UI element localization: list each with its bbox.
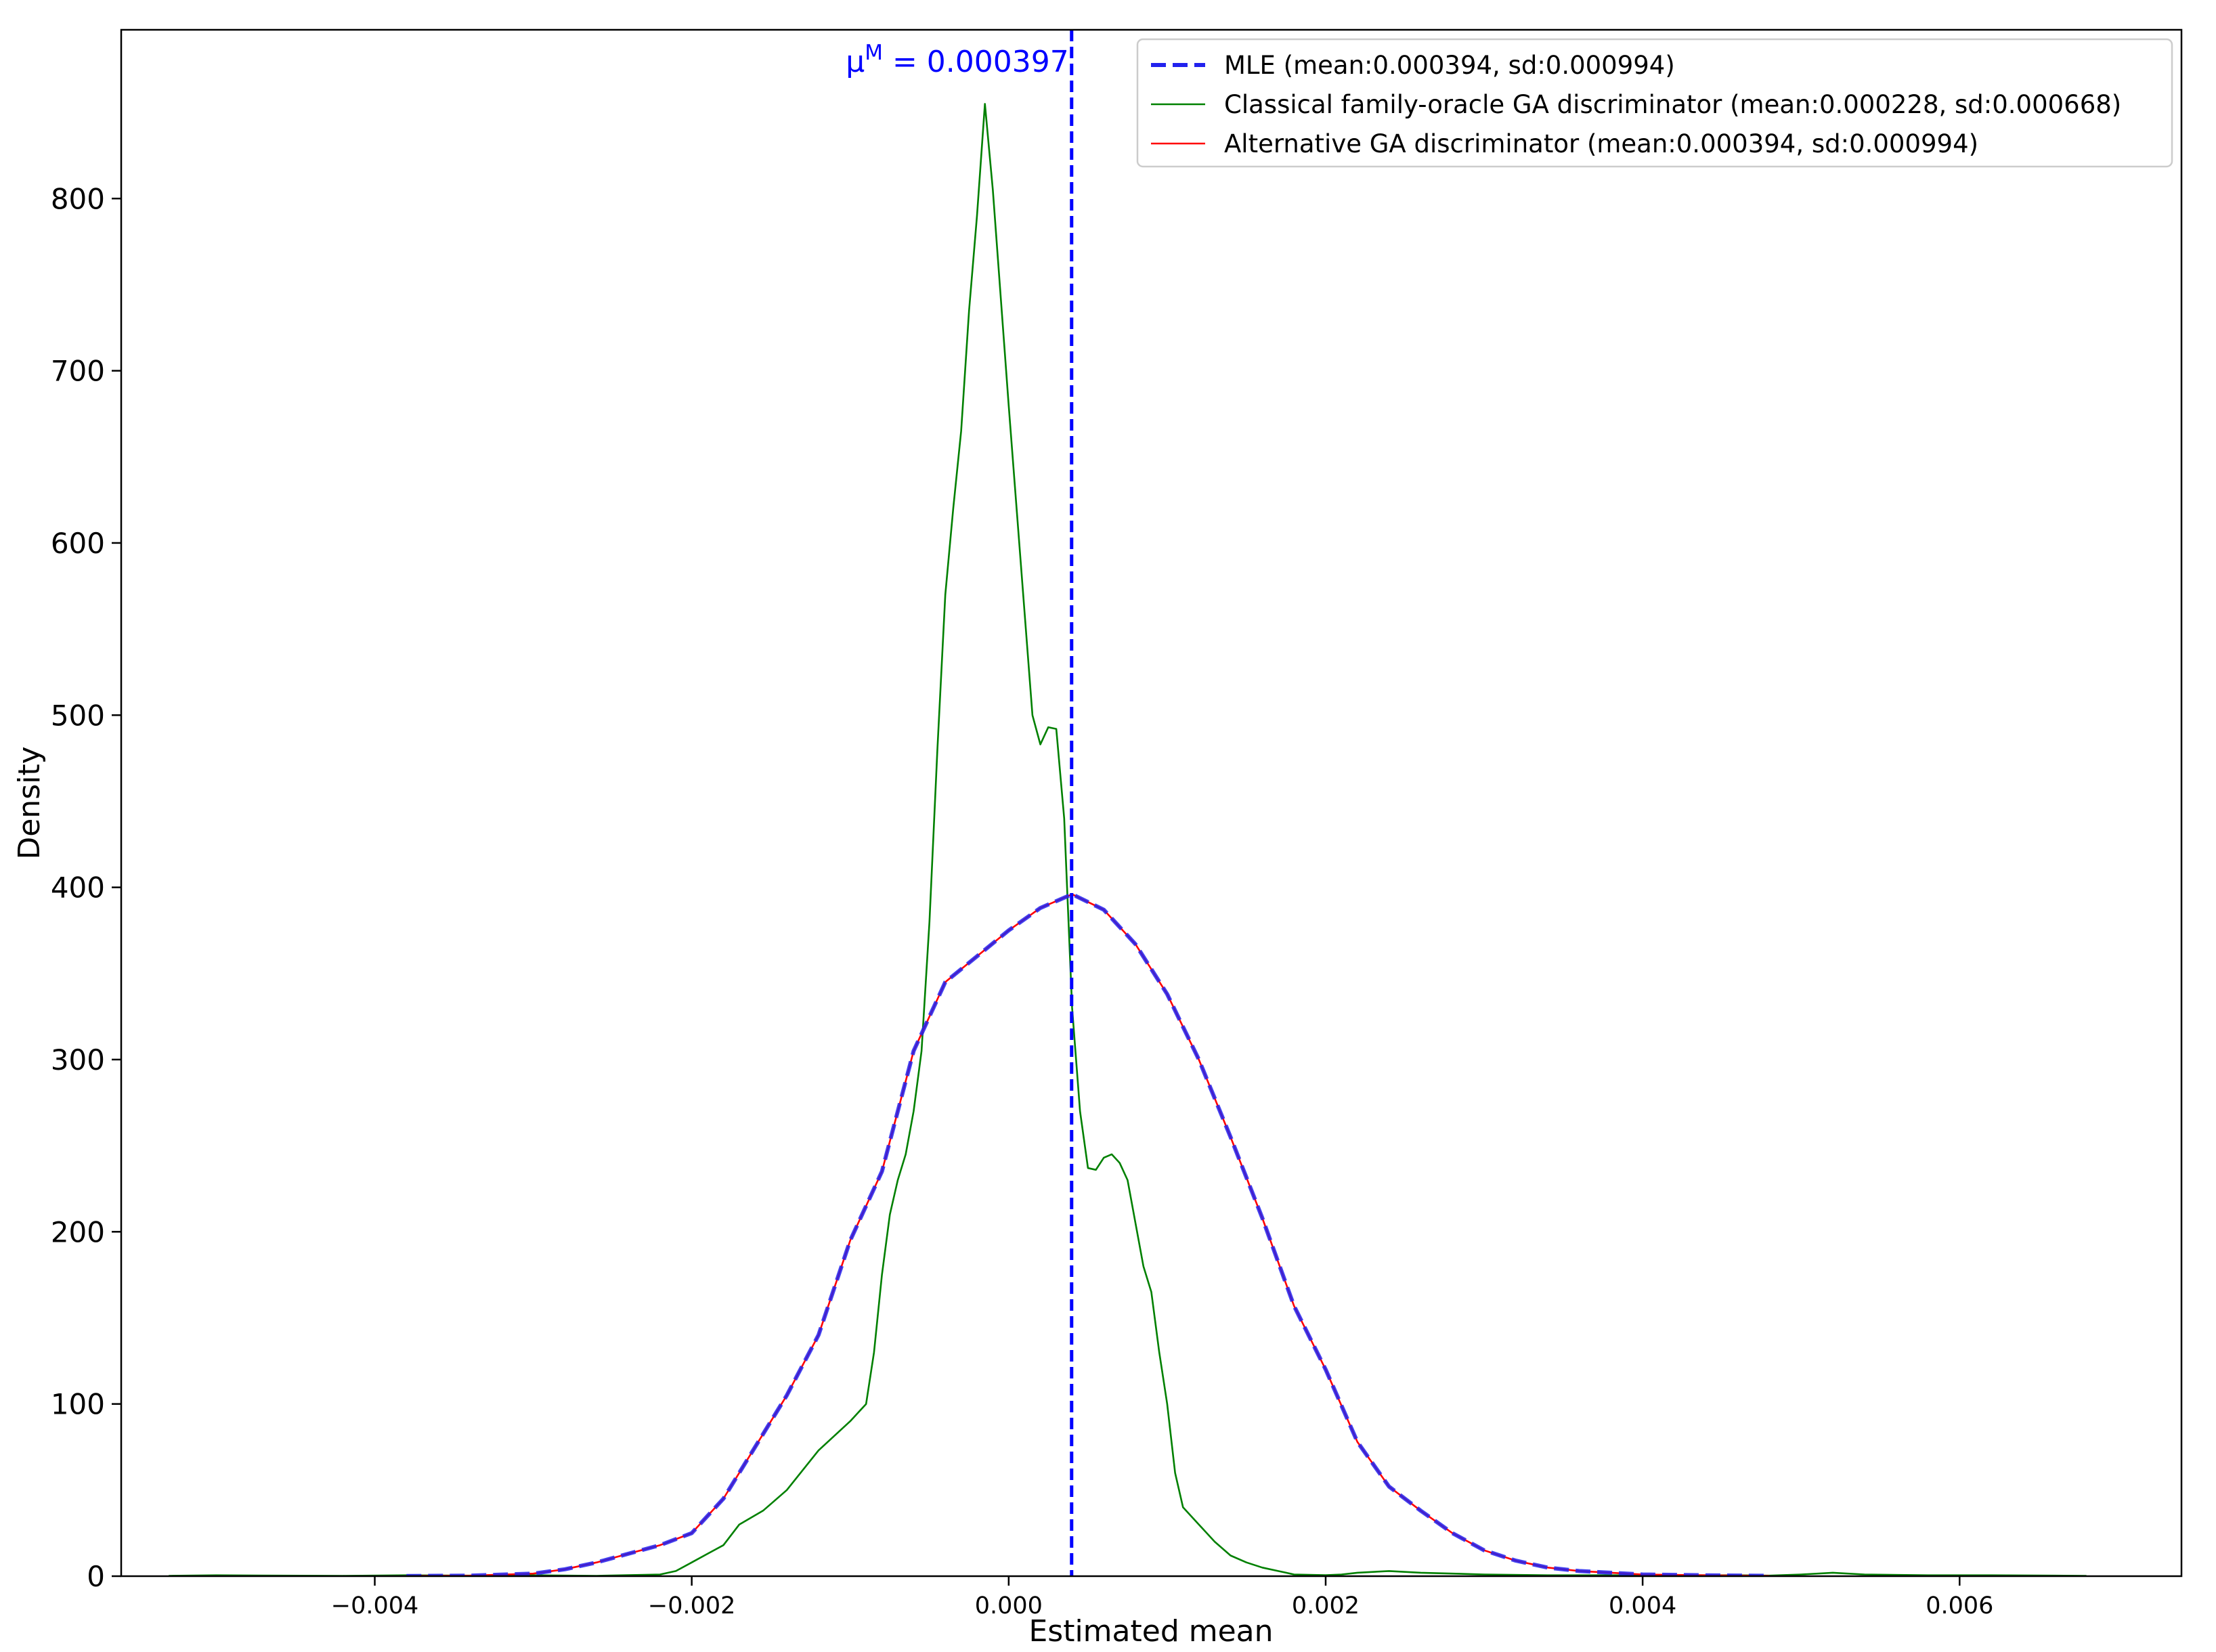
y-tick-label: 600	[51, 527, 105, 560]
legend-box	[1136, 38, 2173, 168]
x-tick-label: 0.000	[975, 1592, 1043, 1620]
x-tick-label: 0.006	[1926, 1592, 1993, 1620]
y-tick-label: 200	[51, 1215, 105, 1248]
y-axis-ticks: 0 100 200 300 400 500 600 700 800	[51, 182, 121, 1593]
legend-label: Alternative GA discriminator (mean:0.000…	[1224, 129, 1978, 158]
legend-entry-classical-ga: Classical family-oracle GA discriminator…	[1151, 90, 2121, 119]
y-tick-label: 300	[51, 1043, 105, 1077]
annotation-value: = 0.000397	[883, 45, 1069, 79]
x-tick-label: 0.004	[1609, 1592, 1676, 1620]
legend-entry-mle: MLE (mean:0.000394, sd:0.000994)	[1151, 51, 1675, 80]
plot-area-frame	[120, 28, 2183, 1578]
x-axis-ticks: −0.004 −0.002 0.000 0.002 0.004 0.006	[331, 1576, 1993, 1620]
x-axis-title: Estimated mean	[1028, 1614, 1273, 1649]
y-tick-label: 400	[51, 871, 105, 905]
alternative-ga-density-line	[406, 893, 1770, 1576]
y-axis-title: Density	[12, 746, 47, 859]
legend-entry-alternative-ga: Alternative GA discriminator (mean:0.000…	[1151, 129, 1978, 158]
classical-ga-density-line	[169, 103, 2087, 1576]
y-tick-label: 800	[51, 182, 105, 215]
x-tick-label: −0.004	[331, 1592, 419, 1620]
legend-label: MLE (mean:0.000394, sd:0.000994)	[1224, 51, 1675, 80]
annotation-symbol: μ	[846, 45, 865, 79]
x-tick-label: 0.002	[1292, 1592, 1360, 1620]
mean-annotation: μM = 0.000397	[846, 41, 1069, 79]
series-layer	[169, 103, 2087, 1576]
legend: MLE (mean:0.000394, sd:0.000994) Classica…	[1136, 38, 2173, 168]
y-tick-label: 700	[51, 355, 105, 388]
x-tick-label: −0.002	[648, 1592, 736, 1620]
mle-density-line	[406, 892, 1770, 1576]
y-tick-label: 100	[51, 1388, 105, 1421]
legend-label: Classical family-oracle GA discriminator…	[1224, 90, 2121, 119]
annotation-superscript: M	[865, 41, 883, 65]
y-tick-label: 0	[87, 1560, 105, 1593]
y-tick-label: 500	[51, 699, 105, 732]
